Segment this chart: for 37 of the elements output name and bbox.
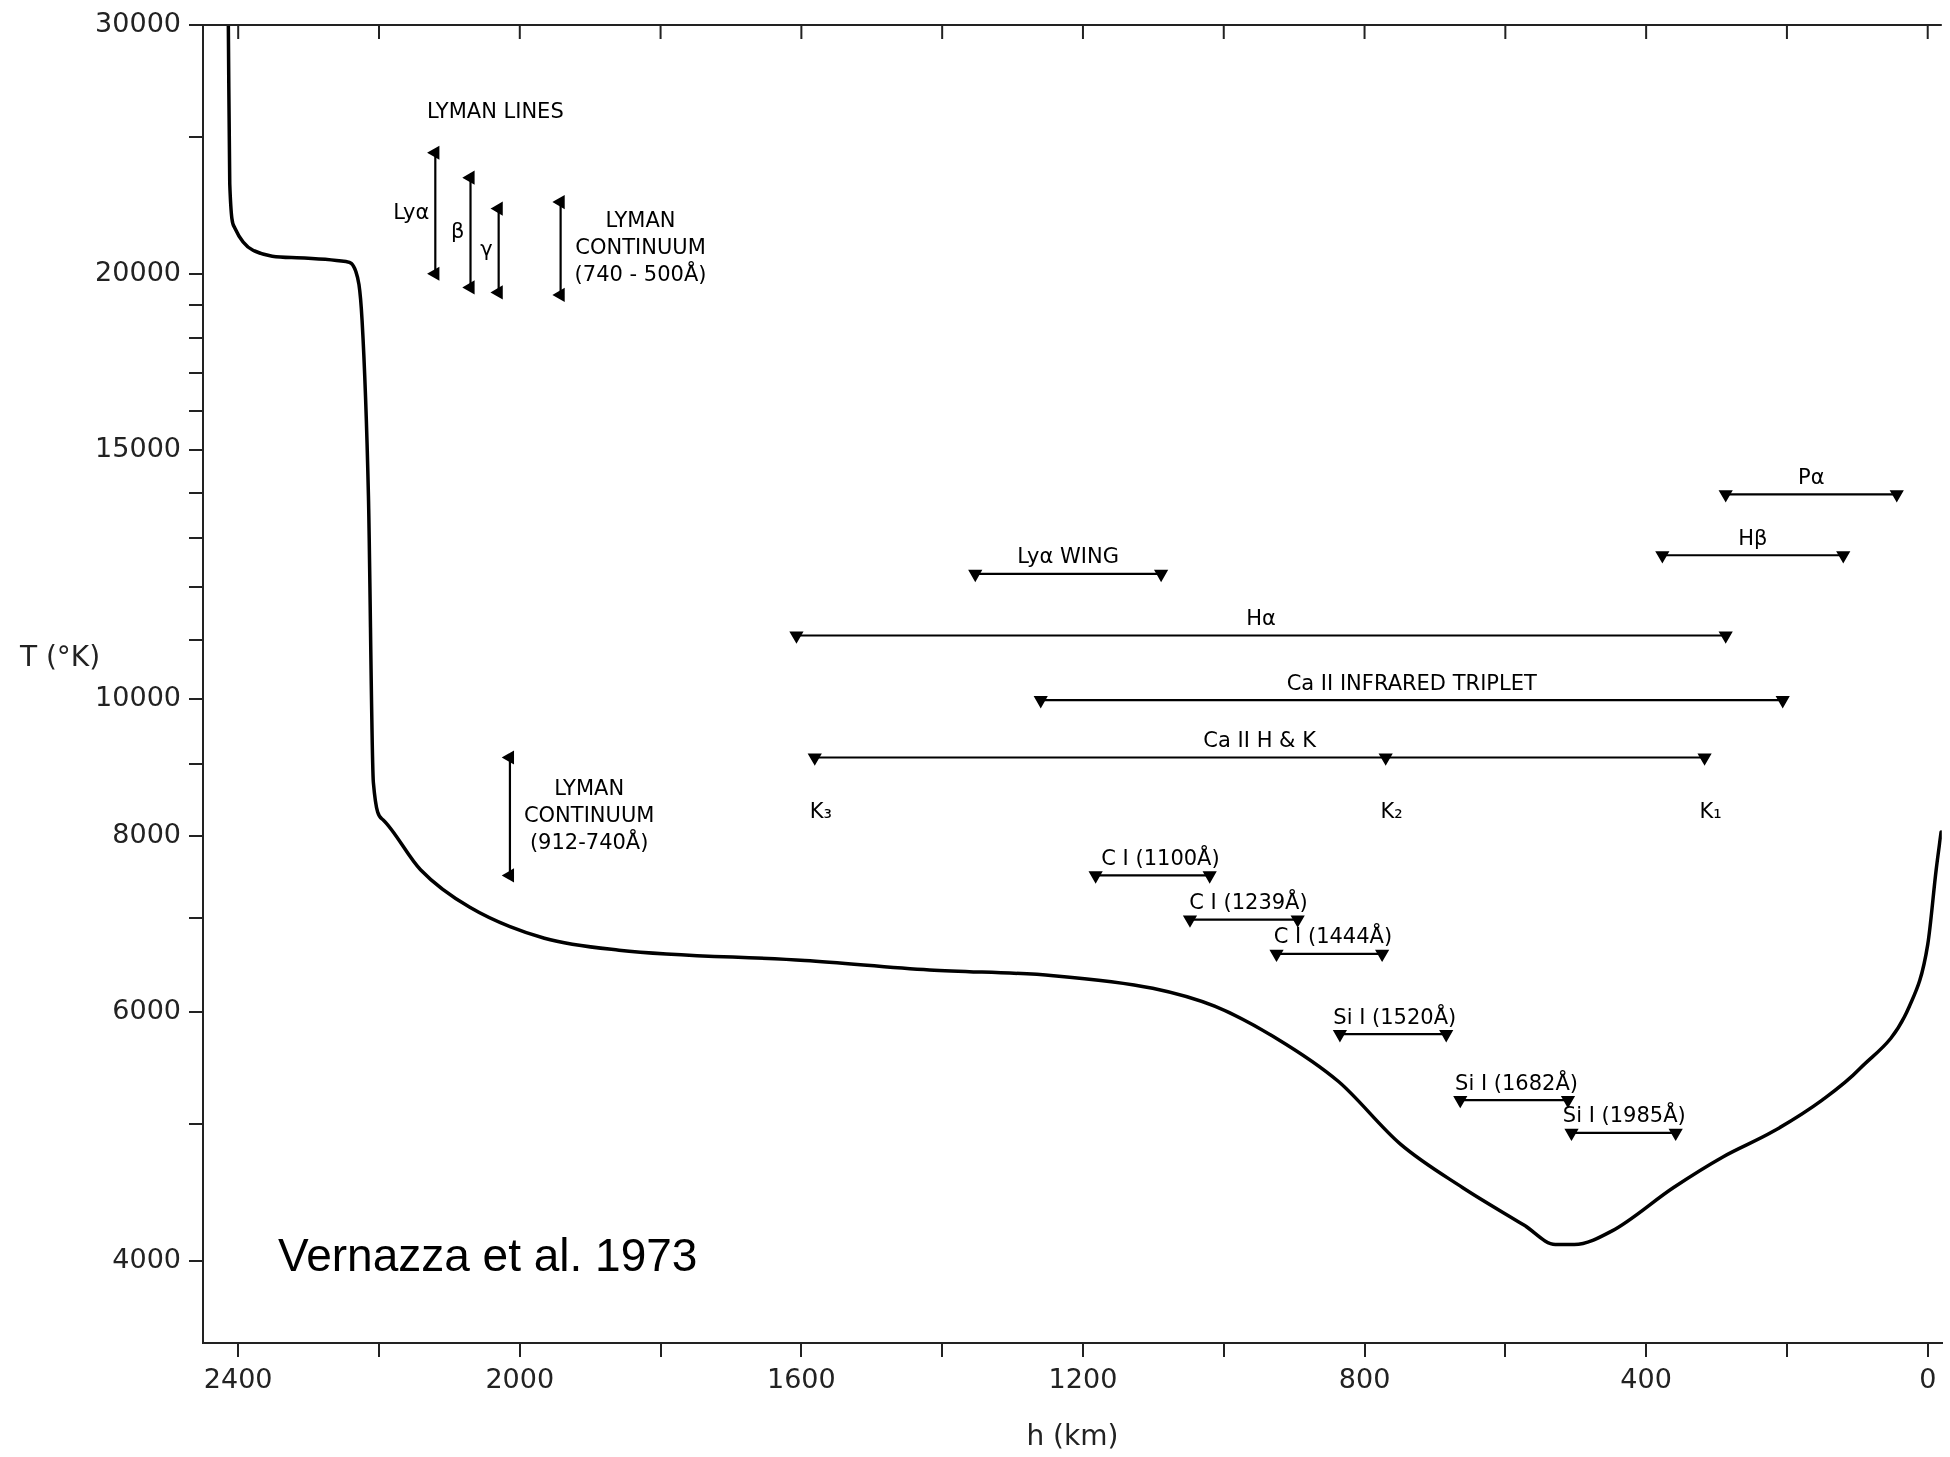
series-label: Lyα: [393, 199, 430, 224]
series-label: C I (1100Å): [1101, 843, 1220, 870]
x-tick-label: 0: [1919, 1363, 1937, 1395]
series-label: Ca II H & K: [1203, 727, 1318, 752]
series-label: Lyα WING: [1017, 544, 1120, 569]
series-label: β: [451, 218, 465, 243]
series-label: Si I (1520Å): [1333, 1002, 1457, 1029]
x-tick-label: 400: [1620, 1363, 1672, 1395]
series-label: Pα: [1797, 464, 1825, 489]
y-tick-label: 6000: [112, 994, 181, 1026]
y-tick-label: 8000: [112, 817, 181, 849]
annotation: LYMAN LINES: [426, 99, 564, 124]
series-label: LYMAN CONTINUUM (740 - 500Å): [574, 207, 707, 286]
series-label: Ca II INFRARED TRIPLET: [1286, 670, 1537, 695]
series-label: Hα: [1246, 605, 1276, 630]
series-label: γ: [480, 236, 493, 261]
y-tick-label: 30000: [95, 7, 181, 39]
annotation: K₁: [1699, 798, 1722, 823]
annotation: Vernazza et al. 1973: [278, 1228, 698, 1281]
x-tick-label: 1600: [767, 1363, 836, 1395]
x-tick-label: 800: [1338, 1363, 1391, 1395]
annotation: K₂: [1380, 798, 1403, 823]
series-label: Si I (1682Å): [1455, 1068, 1578, 1095]
x-axis-title: h (km): [1026, 1419, 1119, 1453]
x-tick-label: 2400: [203, 1363, 273, 1395]
series-label: C I (1444Å): [1273, 922, 1393, 949]
series-label: LYMAN CONTINUUM (912-740Å): [523, 775, 655, 854]
y-tick-label: 20000: [95, 255, 181, 287]
y-tick-label: 10000: [95, 680, 181, 712]
y-tick-label: 4000: [112, 1243, 181, 1275]
annotation: K₃: [809, 798, 832, 823]
series-label: C I (1239Å): [1189, 887, 1308, 914]
x-tick-label: 2000: [485, 1363, 555, 1395]
y-axis-title: T (°K): [18, 640, 101, 674]
series-label: Hβ: [1738, 525, 1768, 550]
y-tick-label: 15000: [95, 432, 181, 464]
x-tick-label: 1200: [1048, 1363, 1118, 1395]
